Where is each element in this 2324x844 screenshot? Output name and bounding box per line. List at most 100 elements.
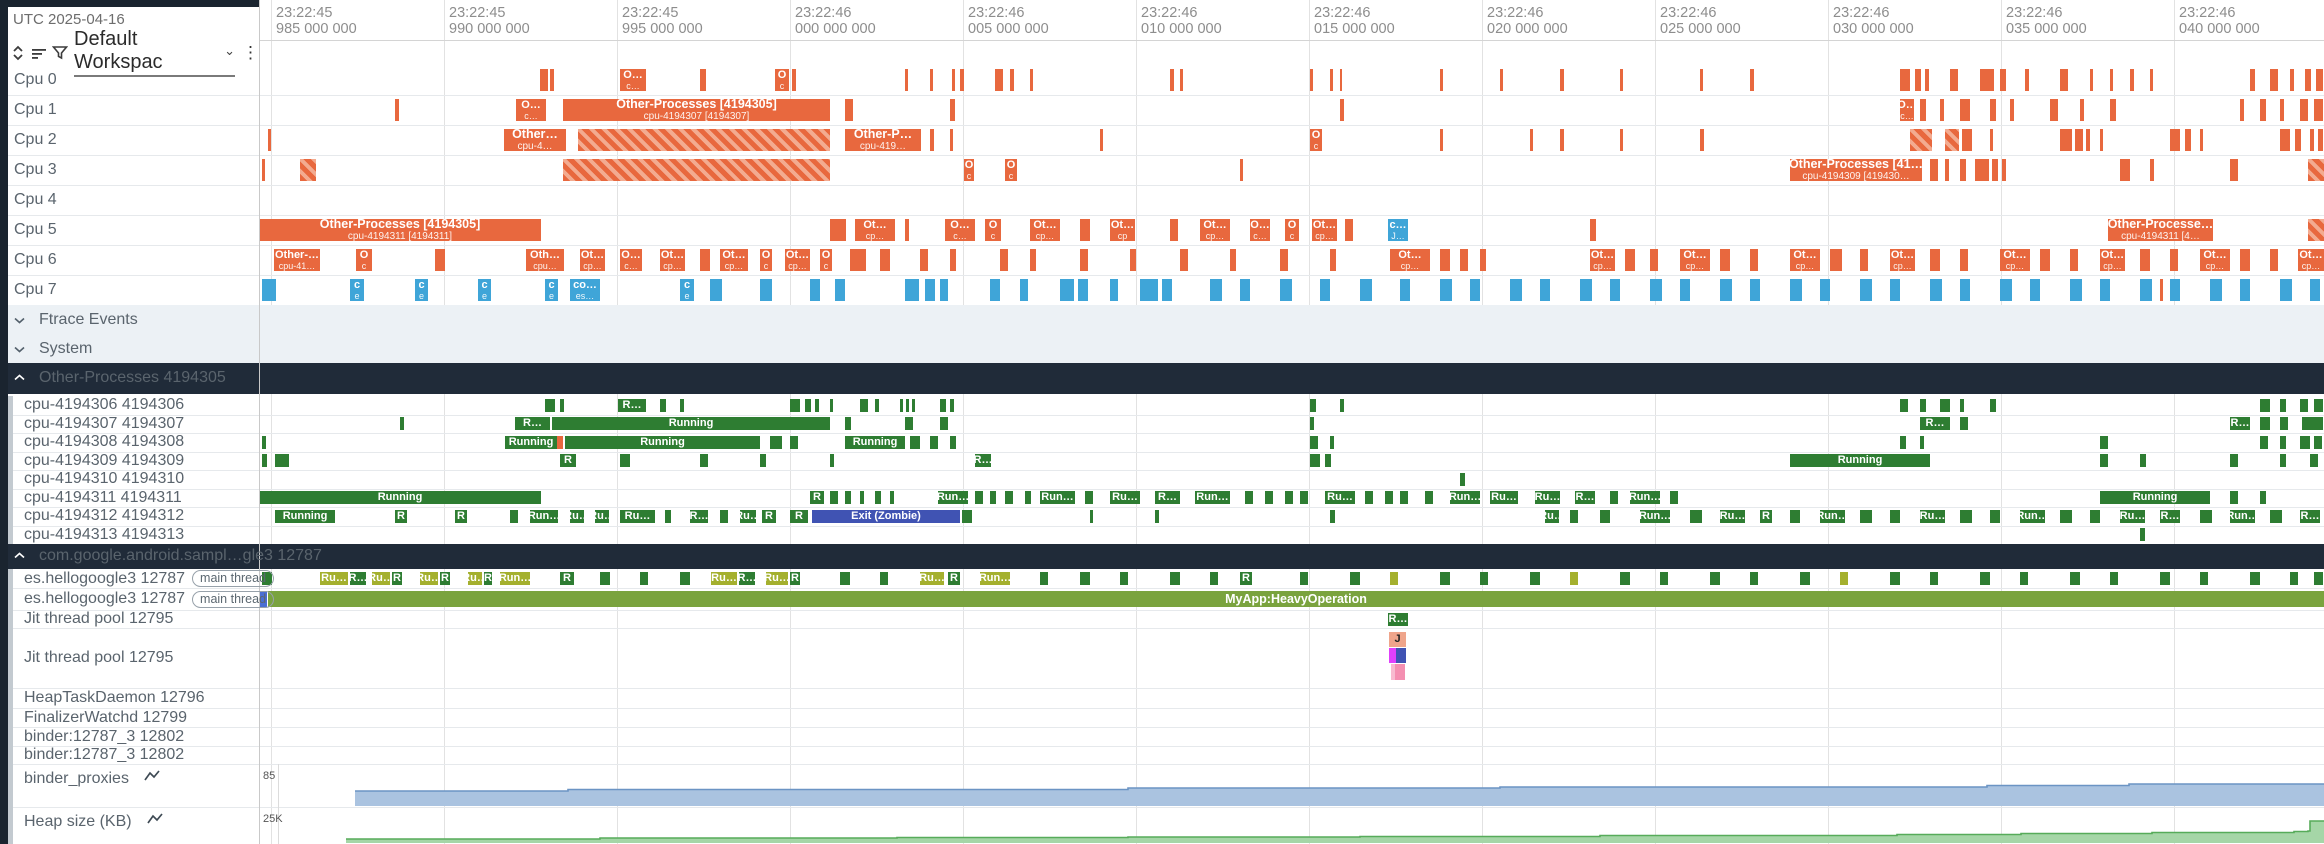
- timeline-slice[interactable]: [2100, 435, 2108, 449]
- timeline-slice[interactable]: [2090, 69, 2093, 91]
- timeline-slice[interactable]: R: [392, 571, 402, 585]
- timeline-slice[interactable]: c… J…: [1388, 219, 1408, 241]
- timeline-slice[interactable]: [1389, 648, 1396, 663]
- timeline-slice[interactable]: [1460, 249, 1468, 271]
- timeline-slice[interactable]: [975, 491, 983, 504]
- track-title[interactable]: binder_proxies: [24, 769, 161, 788]
- timeline-slice[interactable]: Ot… cp…: [720, 249, 748, 271]
- timeline-slice[interactable]: Other-Processes [4194305] cpu-4194311 [41…: [259, 219, 541, 241]
- timeline-slice[interactable]: [1750, 279, 1760, 301]
- timeline-slice[interactable]: [1840, 571, 1848, 585]
- timeline-slice[interactable]: [1930, 279, 1942, 301]
- timeline-slice[interactable]: [1330, 509, 1335, 523]
- timeline-slice[interactable]: [790, 435, 798, 449]
- timeline-slice[interactable]: [2280, 398, 2286, 412]
- timeline-slice[interactable]: O…c…: [620, 249, 642, 271]
- chevron-down-icon[interactable]: [14, 346, 32, 353]
- timeline-slice[interactable]: Ru…: [570, 509, 584, 523]
- timeline-slice[interactable]: Running: [259, 491, 541, 504]
- timeline-slice[interactable]: R: [1760, 509, 1772, 523]
- timeline-slice[interactable]: [930, 69, 933, 91]
- timeline-slice[interactable]: [2100, 454, 2108, 467]
- timeline-slice[interactable]: [2290, 571, 2298, 585]
- timeline-slice[interactable]: [1330, 69, 1333, 91]
- timeline-slice[interactable]: [1480, 571, 1488, 585]
- timeline-slice[interactable]: [620, 454, 630, 467]
- timeline-slice[interactable]: Ot… cp…: [660, 249, 685, 271]
- timeline-slice[interactable]: [2314, 99, 2323, 121]
- timeline-slice[interactable]: Ru…: [1490, 491, 1518, 504]
- timeline-slice[interactable]: O…c…: [516, 99, 546, 121]
- timeline-slice[interactable]: R: [790, 571, 800, 585]
- timeline-slice[interactable]: Ot… cp…: [1680, 249, 1710, 271]
- timeline-slice[interactable]: [2120, 159, 2130, 181]
- track-title[interactable]: Jit thread pool 12795: [24, 649, 173, 667]
- timeline-slice[interactable]: [2300, 435, 2310, 449]
- timeline-slice[interactable]: [2316, 69, 2323, 91]
- timeline-slice[interactable]: R…: [975, 454, 991, 467]
- timeline-slice[interactable]: [720, 509, 728, 523]
- timeline-slice[interactable]: [1240, 159, 1243, 181]
- timeline-slice[interactable]: R…: [515, 417, 550, 430]
- timeline-slice[interactable]: [600, 571, 610, 585]
- sort-lines-icon[interactable]: [29, 43, 50, 63]
- track-title[interactable]: cpu-4194312 4194312: [24, 507, 184, 525]
- timeline-slice[interactable]: [1990, 99, 1996, 121]
- timeline-slice[interactable]: [1040, 571, 1048, 585]
- timeline-slice[interactable]: Ot… cp…: [855, 219, 895, 241]
- timeline-slice[interactable]: [1060, 279, 1074, 301]
- track-title[interactable]: cpu-4194308 4194308: [24, 433, 184, 451]
- timeline-slice[interactable]: [1560, 129, 1564, 151]
- timeline-slice[interactable]: [1470, 279, 1480, 301]
- timeline-slice[interactable]: Run…: [1640, 509, 1670, 523]
- timeline-slice[interactable]: [2295, 129, 2301, 151]
- track-title[interactable]: cpu-4194309 4194309: [24, 452, 184, 470]
- timeline-slice[interactable]: [920, 249, 928, 271]
- timeline-slice[interactable]: [2240, 249, 2250, 271]
- timeline-slice[interactable]: Run…: [938, 491, 968, 504]
- timeline-slice[interactable]: [2200, 129, 2203, 151]
- timeline-slice[interactable]: [1990, 509, 2000, 523]
- timeline-slice[interactable]: Run…: [2230, 509, 2255, 523]
- timeline-slice[interactable]: [2140, 249, 2150, 271]
- timeline-slice[interactable]: [1960, 249, 1968, 271]
- timeline-slice[interactable]: [1300, 571, 1308, 585]
- timeline-slice[interactable]: [835, 279, 845, 301]
- timeline-slice[interactable]: [1140, 279, 1158, 301]
- timeline-slice[interactable]: [1920, 398, 1926, 412]
- timeline-slice[interactable]: [950, 249, 956, 271]
- timeline-slice[interactable]: [1085, 491, 1093, 504]
- timeline-slice[interactable]: [1090, 509, 1093, 523]
- timeline-slice[interactable]: Ru…: [1110, 491, 1140, 504]
- timeline-slice[interactable]: [1340, 69, 1342, 91]
- timeline-slice[interactable]: Other-Processe… cpu-4194311 [4…: [2108, 219, 2213, 241]
- timeline-slice[interactable]: [640, 571, 648, 585]
- chevron-down-icon[interactable]: [14, 317, 32, 324]
- timeline-slice[interactable]: [760, 279, 772, 301]
- timeline-slice[interactable]: [510, 509, 518, 523]
- timeline-slice[interactable]: [1690, 509, 1702, 523]
- timeline-slice[interactable]: [2260, 417, 2270, 430]
- track-title[interactable]: cpu-4194311 4194311: [24, 489, 182, 507]
- timeline-slice[interactable]: [1155, 509, 1159, 523]
- timeline-slice[interactable]: [660, 398, 666, 412]
- timeline-slice[interactable]: Oth… cpu…: [526, 249, 564, 271]
- timeline-slice[interactable]: [2110, 571, 2118, 585]
- timeline-slice[interactable]: [1560, 69, 1564, 91]
- timeline-slice[interactable]: [1750, 249, 1758, 271]
- timeline-slice[interactable]: [1078, 279, 1088, 301]
- timeline-slice[interactable]: [1570, 509, 1578, 523]
- timeline-slice[interactable]: [1230, 249, 1236, 271]
- timeline-slice[interactable]: [1620, 571, 1630, 585]
- timeline-slice[interactable]: [700, 69, 706, 91]
- timeline-slice[interactable]: [1280, 249, 1288, 271]
- timeline-slice[interactable]: co… es…: [570, 279, 600, 301]
- timeline-slice[interactable]: [2060, 129, 2072, 151]
- timeline-slice[interactable]: [790, 398, 800, 412]
- track-title[interactable]: Other-Processes 4194305: [14, 369, 226, 387]
